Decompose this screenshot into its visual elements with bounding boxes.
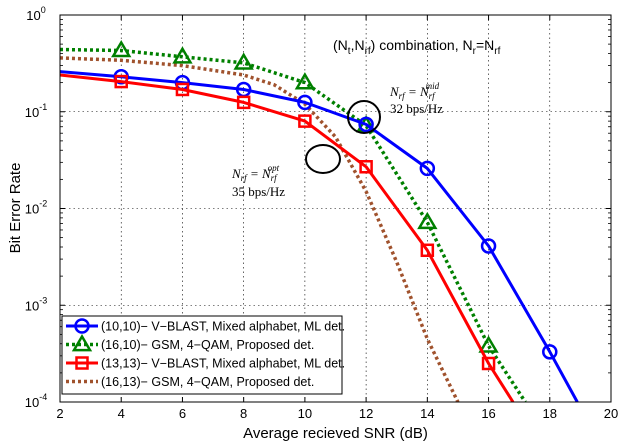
x-tick-label: 10 — [298, 406, 312, 421]
legend-swatch-marker — [74, 318, 90, 334]
x-tick-label: 2 — [56, 406, 63, 421]
legend: (10,10)− V−BLAST, Mixed alphabet, ML det… — [61, 315, 345, 395]
legend-box — [61, 315, 343, 395]
y-tick-label: 100 — [26, 5, 45, 23]
legend-items: (10,10)− V−BLAST, Mixed alphabet, ML det… — [66, 318, 345, 389]
series-1 — [60, 69, 579, 402]
mid-operating-point-circle — [347, 100, 381, 134]
series-marker — [298, 114, 312, 128]
legend-item-4: (16,13)− GSM, 4−QAM, Proposed det. — [66, 375, 314, 389]
series-marker — [233, 52, 254, 70]
legend-item-1: (10,10)− V−BLAST, Mixed alphabet, ML det… — [66, 318, 345, 334]
series-3 — [60, 73, 515, 402]
series-marker — [359, 160, 373, 174]
legend-label: (16,10)− GSM, 4−QAM, Proposed det. — [101, 338, 314, 352]
nrf-opt-annotation: Nrf = Nrfopt — [231, 163, 280, 183]
series-marker — [480, 238, 497, 254]
legend-item-3: (13,13)− V−BLAST, Mixed alphabet, ML det… — [66, 356, 345, 371]
legend-label: (16,13)− GSM, 4−QAM, Proposed det. — [101, 375, 314, 389]
y-tick-label: 10-3 — [25, 295, 47, 313]
series-marker — [297, 94, 313, 111]
grid-lines — [60, 15, 611, 402]
series-marker — [417, 211, 438, 230]
legend-swatch-marker — [71, 334, 93, 352]
x-tick-label: 16 — [481, 406, 495, 421]
y-tick-label: 10-4 — [25, 392, 47, 410]
series-4 — [60, 56, 460, 402]
series-line — [60, 73, 515, 402]
series-marker — [236, 95, 251, 110]
series-marker — [294, 72, 316, 90]
x-tick-label: 4 — [118, 406, 125, 421]
series-line — [60, 56, 460, 402]
x-tick-label: 8 — [240, 406, 247, 421]
axis-ticks: 2 4 6 8 10 12 14 16 18 20 100 10-1 10-2 10-3 10-4 — [25, 5, 618, 421]
legend-label: (10,10)− V−BLAST, Mixed alphabet, ML det… — [101, 320, 345, 334]
series-marker — [114, 74, 128, 89]
series-marker — [172, 46, 193, 64]
series-marker — [542, 344, 558, 360]
nrf-mid-annotation: Nrf = Nrfmid — [389, 81, 440, 101]
nrf-opt-rate: 35 bps/Hz — [232, 184, 285, 199]
x-tick-label: 14 — [420, 406, 434, 421]
y-tick-label: 10-2 — [25, 199, 47, 217]
y-axis-label: Bit Error Rate — [7, 163, 24, 254]
x-tick-label: 20 — [604, 406, 618, 421]
x-tick-label: 12 — [359, 406, 373, 421]
series-layer — [60, 39, 579, 402]
series-line — [60, 47, 527, 402]
series-marker — [481, 356, 496, 371]
y-tick-label: 10-1 — [25, 102, 47, 120]
x-tick-label: 18 — [543, 406, 557, 421]
legend-item-2: (16,10)− GSM, 4−QAM, Proposed det. — [66, 334, 314, 352]
series-line — [60, 70, 579, 402]
series-marker — [419, 160, 436, 177]
series-marker — [111, 39, 132, 58]
legend-label: (13,13)− V−BLAST, Mixed alphabet, ML det… — [101, 357, 345, 371]
legend-swatch-marker — [75, 356, 89, 370]
series-marker — [358, 116, 374, 133]
opt-operating-point-circle — [305, 144, 341, 174]
series-marker — [478, 335, 499, 353]
x-axis-label: Average recieved SNR (dB) — [243, 425, 428, 442]
combination-annotation: (Nt,Nrf) combination, Nr=Nrf — [333, 37, 501, 57]
nrf-mid-rate: 32 bps/Hz — [390, 101, 443, 116]
series-marker — [420, 243, 435, 258]
x-tick-label: 6 — [179, 406, 186, 421]
series-marker — [175, 82, 190, 97]
